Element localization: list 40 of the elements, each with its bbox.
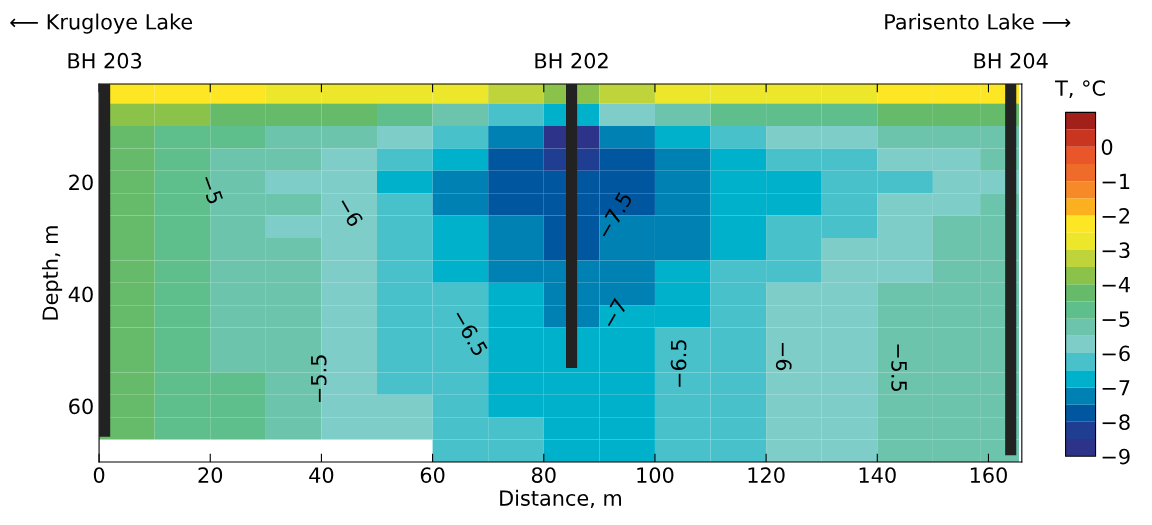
color-bar-label: −8 [1102,414,1130,431]
color-bar-label: −3 [1102,242,1130,259]
text: BH 202 [535,52,608,69]
color-bar-label: −6 [1102,345,1130,362]
color-bar-label: −5 [1102,311,1130,327]
annotation: −7 [601,298,628,329]
x-tick-label: 0 [93,467,105,483]
annotation: −6 [775,343,792,371]
y-tick-label: 60 [69,398,93,415]
color-bar-label: 0 [1101,139,1113,155]
color-bar-label: −4 [1102,277,1130,293]
bar [99,84,111,437]
x-tick-label: 20 [198,467,223,483]
color-bar-label: −1 [1102,173,1130,190]
color-bar-label: −9 [1102,448,1130,465]
x-tick-label: 40 [309,467,334,483]
annotation: −5 [199,174,224,205]
color-bar-title: T, °C [1055,80,1105,99]
annotation: −6 [336,196,364,228]
y-tick-label: 20 [69,174,93,191]
x-tick-label: 160 [970,467,1007,483]
x-tick-label: 120 [748,467,785,483]
bar [1005,84,1017,456]
annotation: −5.5 [891,344,907,391]
annotation: −6.5 [670,340,687,387]
x-axis-title: Distance, m [500,489,621,509]
color-bar-label: −2 [1102,207,1130,224]
x-tick-label: 140 [859,467,896,483]
x-tick-label: 80 [531,467,556,483]
bar [566,84,578,368]
y-axis-title: Depth, m [41,226,63,320]
color-bar-label: −7 [1102,380,1130,396]
text: BH 203 [68,52,142,69]
y-tick-label: 40 [68,286,93,303]
text: Parisento Lake ⟶ [885,13,1071,30]
text: ⟵ Krugloye Lake [10,13,193,34]
x-tick-label: 60 [420,467,445,483]
x-tick-label: 100 [637,467,674,483]
text: BH 204 [974,52,1048,69]
annotation: −5.5 [311,355,327,402]
